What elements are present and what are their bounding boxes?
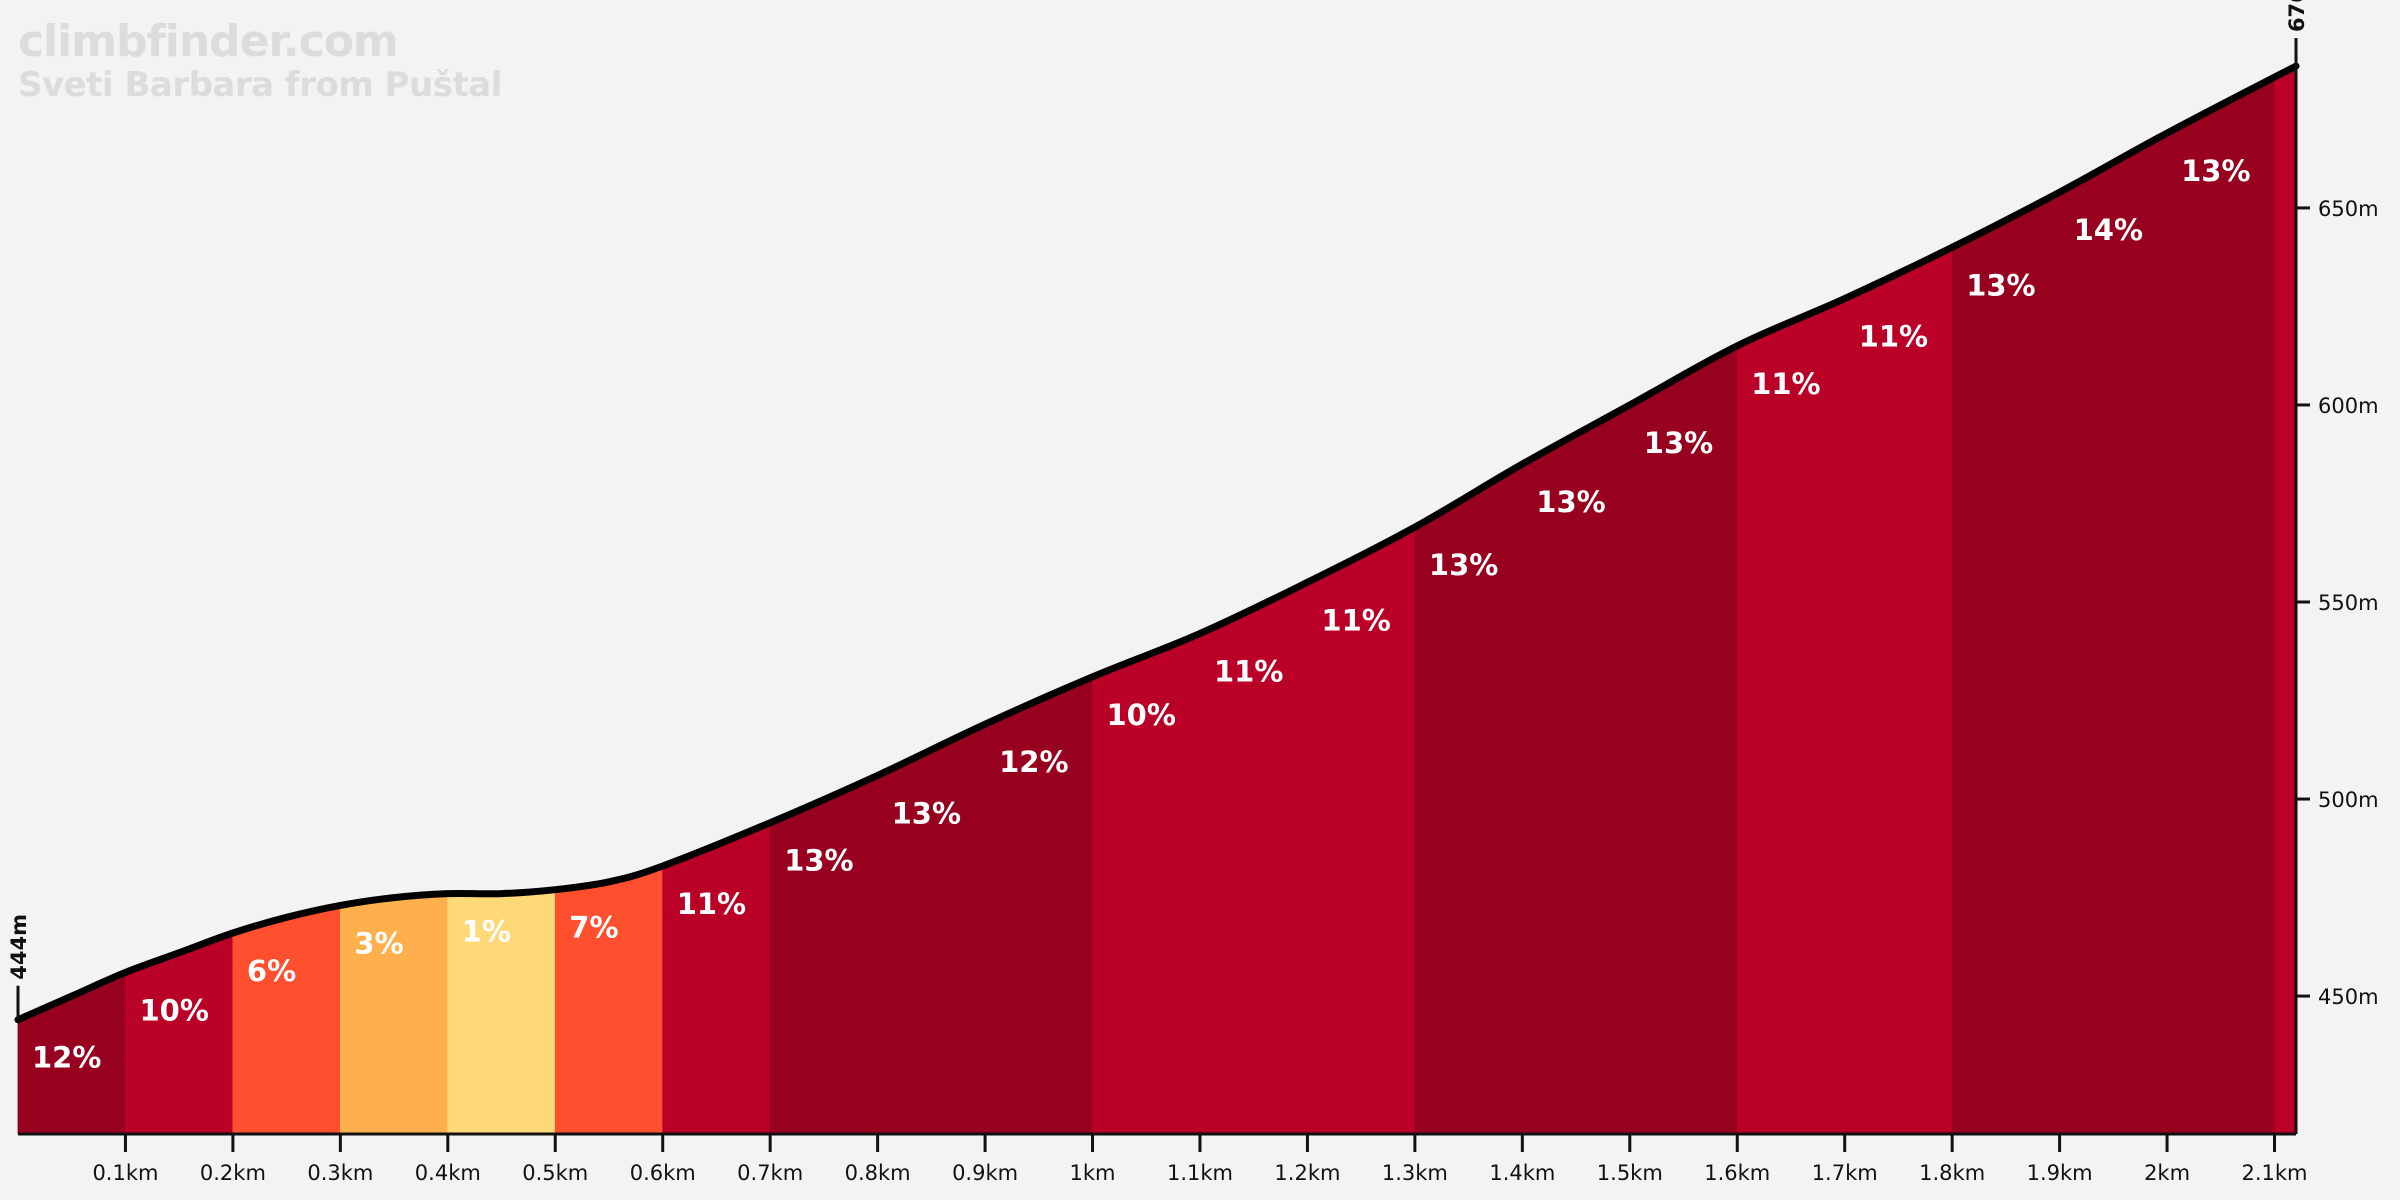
grade-label: 11% [677, 887, 746, 921]
grade-label: 12% [32, 1041, 101, 1075]
grade-segment [662, 822, 771, 1135]
y-tick-label: 550m [2318, 591, 2379, 615]
grade-label: 13% [784, 844, 853, 878]
x-tick-label: 1.1km [1167, 1161, 1233, 1185]
grade-label: 11% [1859, 320, 1928, 354]
grade-label: 11% [1751, 367, 1820, 401]
grade-segment [554, 865, 664, 1135]
grade-segments [17, 65, 2297, 1135]
grade-label: 10% [140, 993, 209, 1027]
x-tick-label: 2.1km [2242, 1161, 2308, 1185]
x-tick-label: 0.9km [952, 1161, 1018, 1185]
x-tick-label: 1.7km [1812, 1161, 1878, 1185]
x-tick-label: 2km [2144, 1161, 2190, 1185]
grade-labels: 12% 10% 6% 3% 1% 7% 11% 13% 13% 12% 10% 11% 11% 13% 13… [32, 154, 2251, 1075]
grade-segment [1844, 246, 1953, 1135]
y-tick-label: 600m [2318, 394, 2379, 418]
x-tick-label: 0.4km [415, 1161, 481, 1185]
grade-label: 14% [2074, 213, 2143, 247]
grade-label: 6% [247, 954, 296, 988]
x-tick-label: 0.5km [522, 1161, 588, 1185]
grade-label: 13% [1966, 268, 2035, 302]
grade-label: 11% [1214, 655, 1283, 689]
grade-label: 12% [999, 745, 1068, 779]
x-tick-label: 1.4km [1489, 1161, 1555, 1185]
grade-segment [1736, 297, 1846, 1135]
grade-segment [2166, 76, 2275, 1135]
y-tick-label: 650m [2318, 197, 2379, 221]
x-tick-label: 0.1km [92, 1161, 158, 1185]
x-tick-label: 1km [1070, 1161, 1116, 1185]
grade-label: 11% [1321, 603, 1390, 637]
watermark-climb-name: Sveti Barbara from Puštal [18, 65, 502, 105]
grade-label: 13% [1536, 485, 1605, 519]
grade-segment [2274, 65, 2297, 1135]
grade-label: 13% [892, 796, 961, 830]
x-tick-label: 0.2km [200, 1161, 266, 1185]
x-tick-label: 1.5km [1597, 1161, 1663, 1185]
grade-segment [1951, 191, 2060, 1135]
x-tick-label: 1.6km [1704, 1161, 1770, 1185]
grade-segment [232, 904, 341, 1135]
grade-label: 10% [1107, 698, 1176, 732]
grade-label: 13% [1429, 548, 1498, 582]
profile-line-group [14, 62, 2300, 1024]
start-elevation-label: 444m [7, 914, 31, 980]
x-tick-label: 0.8km [845, 1161, 911, 1185]
axes: 0.1km 0.2km 0.3km 0.4km 0.5km 0.6km 0.7km 0.8km… [7, 0, 2379, 1185]
y-tick-label: 450m [2318, 985, 2379, 1009]
grade-label: 7% [569, 911, 618, 945]
y-tick-label: 500m [2318, 788, 2379, 812]
x-tick-label: 1.3km [1382, 1161, 1448, 1185]
x-tick-label: 1.8km [1919, 1161, 1985, 1185]
grade-segment [769, 774, 878, 1135]
grade-label: 3% [354, 926, 403, 960]
end-elevation-label: 676m [2285, 0, 2309, 32]
grade-label: 13% [2181, 154, 2250, 188]
grade-segment [2059, 132, 2168, 1135]
profile-line [14, 62, 2300, 1024]
watermark: climbfinder.com Sveti Barbara from Pušta… [18, 16, 502, 105]
x-tick-label: 1.9km [2027, 1161, 2093, 1185]
grade-label: 13% [1644, 426, 1713, 460]
grade-segment [877, 723, 986, 1135]
x-tick-label: 1.2km [1274, 1161, 1340, 1185]
x-tick-label: 0.7km [737, 1161, 803, 1185]
x-tick-label: 0.6km [630, 1161, 696, 1185]
x-tick-label: 0.3km [307, 1161, 373, 1185]
watermark-site: climbfinder.com [18, 16, 398, 67]
grade-segment [1629, 345, 1738, 1135]
grade-label: 1% [462, 915, 511, 949]
